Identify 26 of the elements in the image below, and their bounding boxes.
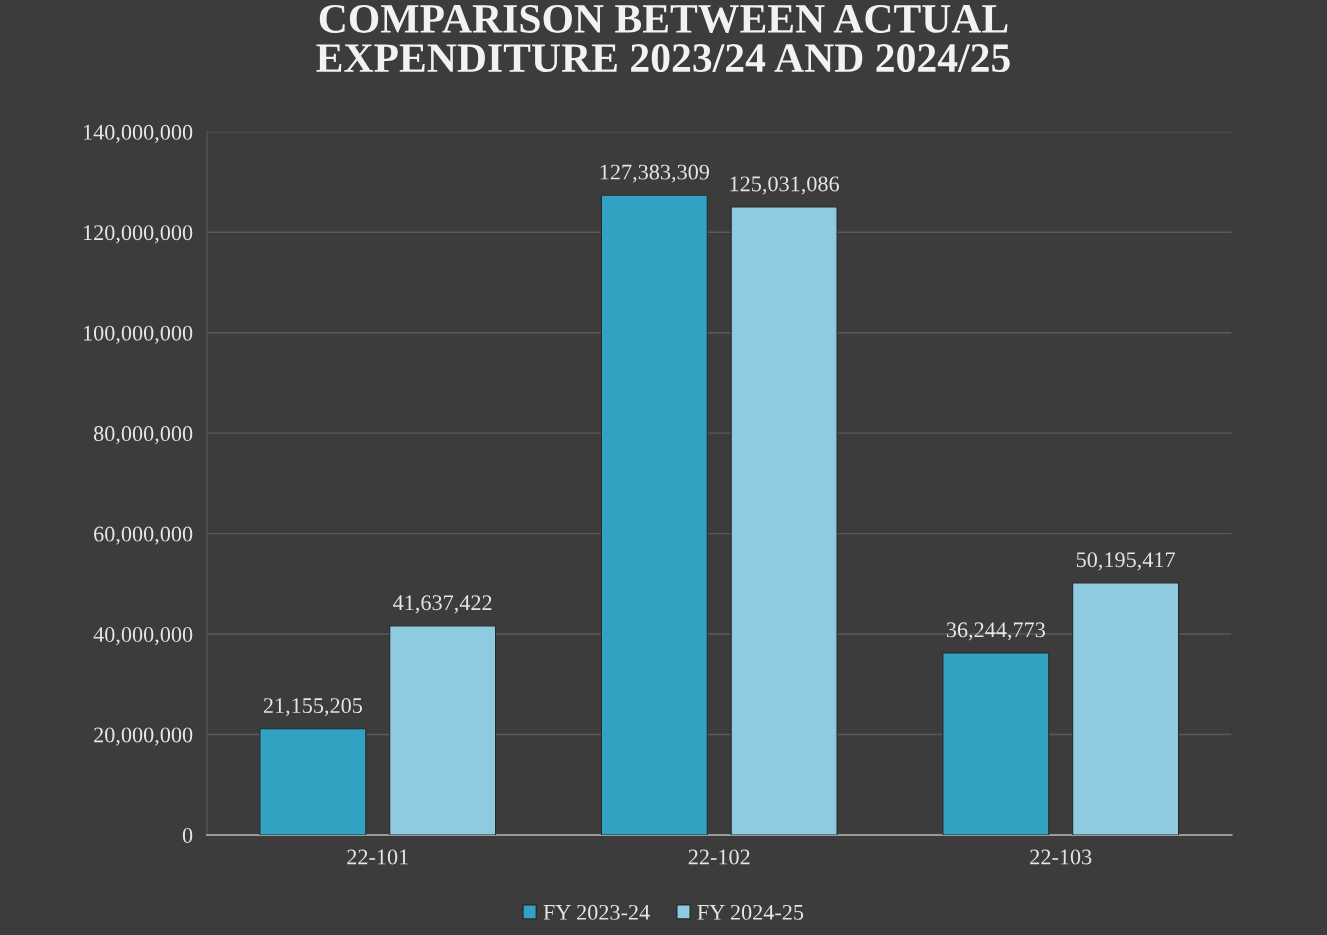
- x-tick-label: 22-102: [688, 849, 750, 865]
- y-tick-label: 80,000,000: [93, 426, 193, 445]
- bar: [730, 206, 838, 835]
- x-tick-label: 22-103: [1030, 849, 1092, 865]
- y-tick-label: 20,000,000: [94, 727, 193, 746]
- bar: [942, 652, 1050, 835]
- y-tick-label: 60,000,000: [94, 526, 193, 545]
- bar: [259, 728, 367, 835]
- chart-title: COMPARISON BETWEEN ACTUAL EXPENDITURE 2023/24 AND 2024/25: [316, 4, 1010, 73]
- legend-label: FY 2024-25: [697, 904, 804, 920]
- bar: [389, 625, 497, 835]
- data-label: 41,637,422: [393, 595, 492, 614]
- data-label: 125,031,086: [730, 176, 840, 195]
- y-tick-label: 40,000,000: [93, 627, 193, 646]
- y-tick-label: 100,000,000: [83, 325, 193, 344]
- legend-label: FY 2023-24: [543, 904, 650, 920]
- data-label: 36,244,773: [946, 622, 1045, 641]
- x-tick-label: 22-101: [347, 849, 408, 865]
- data-label: 127,383,309: [600, 164, 709, 183]
- y-tick-label: 120,000,000: [83, 225, 193, 244]
- y-tick-label: 0: [182, 827, 193, 843]
- bar: [600, 194, 708, 835]
- y-tick-label: 140,000,000: [83, 124, 193, 143]
- bar: [1072, 582, 1180, 835]
- data-label: 50,195,417: [1076, 552, 1175, 571]
- data-label: 21,155,205: [263, 698, 362, 717]
